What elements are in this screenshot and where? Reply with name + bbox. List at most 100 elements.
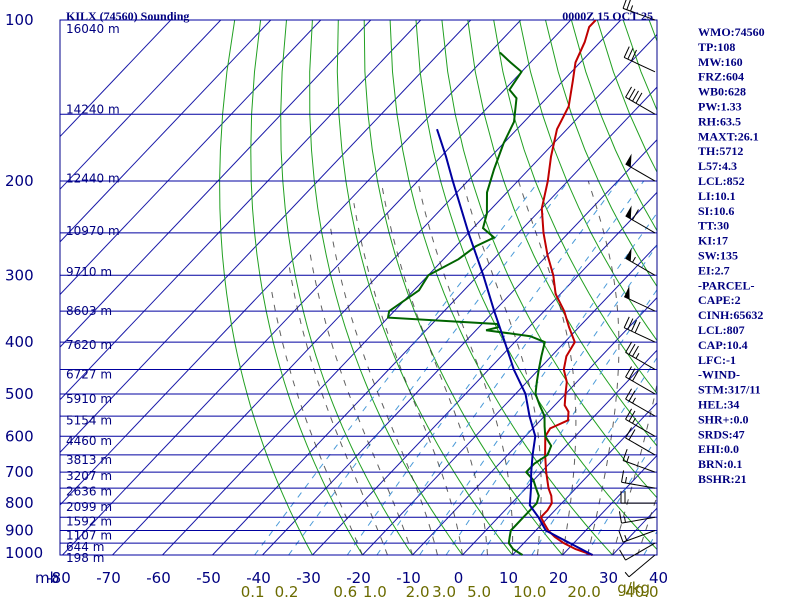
- barb-staff: [625, 398, 656, 417]
- stat-item: LFC:-1: [698, 353, 736, 367]
- wind-barbs: [618, 0, 656, 578]
- stat-item: CINH:65632: [698, 308, 763, 322]
- isotherm-line: [512, 402, 657, 556]
- barb-staff: [622, 7, 656, 21]
- stat-item: LCL:807: [698, 323, 745, 337]
- barb-staff: [621, 516, 656, 524]
- barb-flag: [624, 285, 630, 300]
- barb-feather: [628, 429, 636, 441]
- wind-barb: [621, 470, 656, 489]
- temperature-tick-label: -10: [396, 569, 421, 587]
- pressure-tick-label: 800: [5, 494, 34, 512]
- wind-barb: [623, 285, 656, 312]
- moist-adiabat: [329, 223, 438, 556]
- wind-barb: [618, 511, 656, 524]
- temperature-tick-label: -60: [146, 569, 171, 587]
- chart-title: KILX (74560) Sounding: [66, 9, 189, 23]
- dry-adiabat: [779, 20, 800, 555]
- pressure-tick-label: 600: [5, 427, 34, 445]
- barb-half-feather: [624, 476, 627, 484]
- mixing-ratio-tick-label: 3.0: [432, 583, 456, 600]
- mixing-ratio-line: [445, 244, 657, 556]
- barb-feather: [618, 530, 624, 543]
- mixing-ratio-line: [254, 180, 540, 556]
- barb-feather: [634, 321, 641, 334]
- height-label: 5910 m: [66, 392, 112, 406]
- wind-barb: [619, 542, 656, 561]
- stat-item: CAP:10.4: [698, 338, 748, 352]
- barb-staff: [625, 542, 656, 561]
- stat-item: TP:108: [698, 40, 735, 54]
- height-label: 10970 m: [66, 224, 120, 238]
- mixing-ratio-tick-label: 2.0: [406, 583, 430, 600]
- stat-item: BRN:0.1: [698, 457, 742, 471]
- barb-staff: [623, 57, 656, 73]
- stat-item: MAXT:26.1: [698, 129, 759, 143]
- wind-barb: [620, 491, 655, 504]
- stat-item: EHI:0.0: [698, 442, 739, 456]
- height-label: 6727 m: [66, 368, 112, 382]
- stat-item: HEL:34: [698, 398, 739, 412]
- wind-barb: [625, 341, 656, 370]
- pressure-tick-label: 500: [5, 385, 34, 403]
- stat-item: TT:30: [698, 219, 729, 233]
- stat-item: LI:10.1: [698, 189, 736, 203]
- barb-staff: [622, 460, 656, 473]
- grid-lines: [59, 19, 800, 556]
- barb-feather: [625, 408, 632, 420]
- pressure-tick-label: 900: [5, 522, 34, 540]
- chart-time: 0000Z 15 OCT 25: [562, 9, 653, 23]
- barb-staff: [622, 530, 656, 543]
- barb-staff: [625, 437, 656, 456]
- mixing-ratio-tick-label: 5.0: [467, 583, 491, 600]
- barb-half-feather: [623, 516, 626, 523]
- isotherm-line: [462, 349, 657, 556]
- barb-feather: [632, 370, 639, 382]
- isotherm-line: [60, 20, 522, 506]
- barb-staff: [623, 327, 656, 343]
- barb-feather: [618, 511, 623, 524]
- barb-feather: [625, 427, 632, 439]
- barb-feather: [630, 320, 637, 332]
- stat-item: SI:10.6: [698, 204, 734, 218]
- barb-feather: [622, 0, 627, 9]
- wind-barb: [625, 388, 656, 417]
- mixing-ratio-tick-label: 10.0: [513, 583, 546, 600]
- mixing-ratio-tick-label: 0.6: [333, 583, 357, 600]
- isotherm-line: [362, 244, 657, 556]
- mixing-ratio-line: [480, 288, 657, 556]
- parcel-trace: [436, 128, 593, 556]
- moist-adiabat: [353, 203, 463, 556]
- barb-half-feather: [632, 417, 636, 424]
- pressure-tick-label: 200: [5, 172, 34, 190]
- barb-half-feather: [624, 534, 628, 541]
- barb-staff: [625, 418, 656, 437]
- grid-clip: [60, 20, 800, 556]
- height-label: 16040 m: [66, 22, 120, 36]
- stat-item: SHR+:0.0: [698, 412, 749, 426]
- barb-feather: [619, 549, 626, 561]
- wind-barb: [623, 46, 656, 73]
- wind-barb: [625, 247, 656, 276]
- barb-flag: [625, 247, 632, 262]
- mixing-ratio-tick-label: 0.1: [241, 583, 265, 600]
- moist-adiabat: [271, 290, 363, 556]
- height-label: 8603 m: [66, 304, 112, 318]
- wind-barb: [625, 427, 656, 456]
- stat-item: PW:1.33: [698, 100, 742, 114]
- barb-feather: [628, 368, 636, 380]
- stat-item: SRDS:47: [698, 427, 745, 441]
- height-label: 4460 m: [66, 434, 112, 448]
- wind-barb: [622, 449, 656, 473]
- barb-half-feather: [632, 256, 636, 263]
- temperature-tick-label: 10: [499, 569, 518, 587]
- temperature-trace: [539, 20, 597, 556]
- mixing-ratio-tick-label: 1.0: [363, 583, 387, 600]
- stat-item: KI:17: [698, 234, 728, 248]
- height-label: 12440 m: [66, 172, 120, 186]
- height-label: 3207 m: [66, 469, 112, 483]
- barb-feather: [625, 366, 632, 378]
- barb-feather: [623, 46, 630, 58]
- moist-adiabat: [288, 267, 388, 556]
